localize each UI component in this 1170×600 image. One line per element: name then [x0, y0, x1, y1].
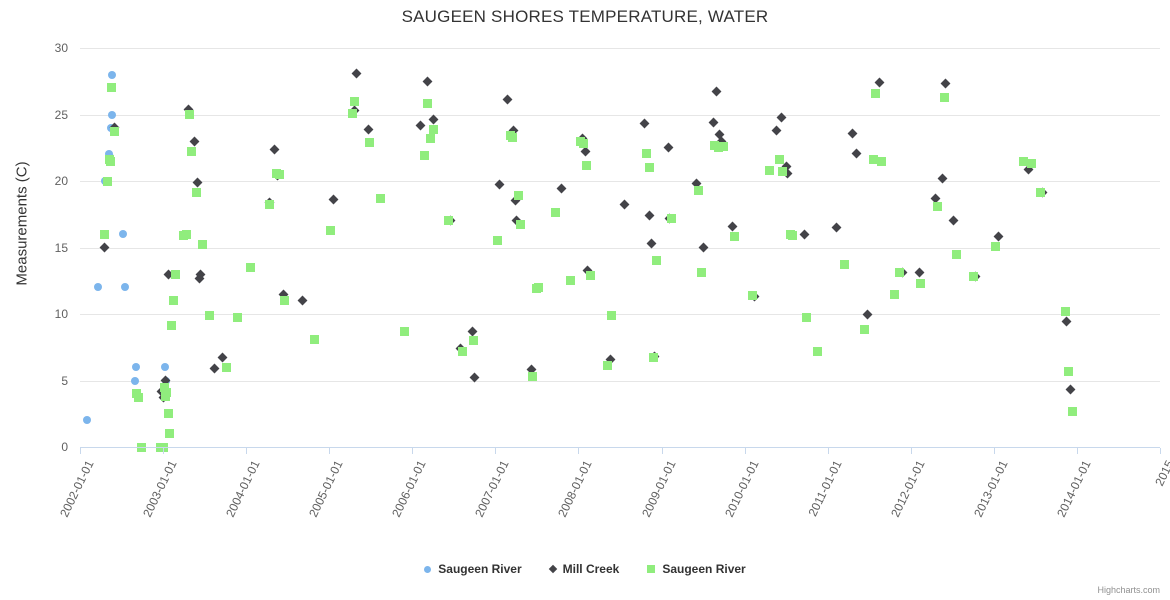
- x-tick-label: 2014-01-01: [1054, 458, 1094, 520]
- x-tick-mark: [329, 448, 331, 454]
- y-gridline: [80, 114, 1160, 116]
- x-tick-mark: [661, 448, 663, 454]
- y-tick-label: 10: [54, 307, 68, 321]
- x-tick-mark: [80, 448, 81, 454]
- legend-item-1[interactable]: Mill Creek: [548, 562, 620, 576]
- x-tick-label: 2010-01-01: [721, 458, 762, 520]
- square-marker-icon: [647, 565, 656, 573]
- x-tick-label: 2005-01-01: [306, 458, 346, 520]
- x-tick-mark: [1076, 448, 1078, 454]
- legend-item-label: Saugeen River: [662, 562, 746, 576]
- x-tick-mark: [412, 448, 414, 454]
- highcharts-credits[interactable]: Highcharts.com: [1097, 585, 1160, 595]
- chart-title: SAUGEEN SHORES TEMPERATURE, WATER: [401, 7, 769, 26]
- x-tick-label: 2009-01-01: [638, 458, 679, 520]
- x-tick-label: 2008-01-01: [555, 458, 596, 520]
- x-tick-label: 2011-01-01: [805, 458, 845, 519]
- y-gridline: [80, 380, 1160, 382]
- y-gridline: [80, 181, 1160, 182]
- x-tick-label: 2012-01-01: [887, 458, 928, 520]
- x-tick-label: 2007-01-01: [472, 458, 512, 520]
- legend-item-label: Saugeen River: [438, 562, 522, 576]
- x-axis-line: [80, 447, 1160, 448]
- x-tick-mark: [910, 448, 912, 454]
- y-tick-label: 15: [54, 240, 68, 255]
- y-tick-label: 20: [54, 174, 68, 188]
- y-tick-label: 0: [61, 440, 68, 454]
- x-tick-mark: [246, 448, 248, 454]
- x-tick-label: 2004-01-01: [223, 458, 263, 520]
- x-tick-label: 2002-01-01: [57, 458, 97, 520]
- y-tick-label: 30: [54, 41, 68, 55]
- x-tick-label: 2013-01-01: [970, 458, 1011, 520]
- y-axis-tick-labels: 0 5 10 15 20 25 30: [0, 42, 68, 453]
- x-tick-mark: [744, 448, 746, 454]
- y-gridline: [80, 48, 1160, 49]
- y-tick-label: 5: [61, 373, 68, 388]
- x-tick-mark: [578, 448, 580, 454]
- y-gridline: [80, 247, 1160, 249]
- plot-area: [80, 48, 1160, 452]
- x-tick-mark: [163, 448, 165, 454]
- y-gridline: [80, 314, 1160, 315]
- legend-item-label: Mill Creek: [562, 562, 620, 576]
- legend-item-2[interactable]: Saugeen River: [647, 562, 746, 576]
- x-tick-mark: [1160, 448, 1161, 454]
- diamond-marker-icon: [548, 564, 557, 574]
- x-tick-mark: [495, 448, 497, 454]
- y-tick-label: 25: [54, 107, 68, 122]
- x-tick-mark: [827, 448, 829, 454]
- chart-legend[interactable]: Saugeen River Mill Creek Saugeen River: [0, 562, 1170, 576]
- legend-item-0[interactable]: Saugeen River: [424, 562, 522, 576]
- x-tick-label: 2006-01-01: [389, 458, 429, 520]
- x-tick-label: 2003-01-01: [140, 458, 180, 520]
- x-tick-mark: [993, 448, 995, 454]
- x-tick-label: 2015: [1152, 458, 1170, 489]
- circle-marker-icon: [424, 565, 432, 573]
